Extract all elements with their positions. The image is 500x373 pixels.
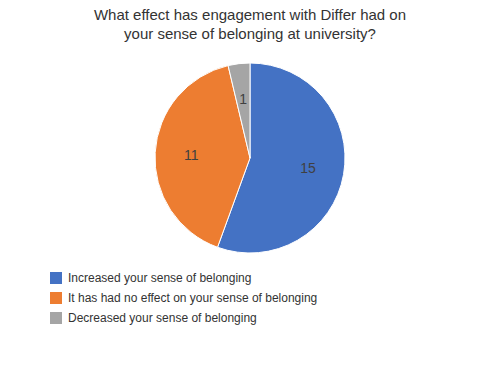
legend-label: It has had no effect on your sense of be… — [68, 291, 317, 305]
title-line: your sense of belonging at university? — [124, 25, 376, 42]
legend-swatch — [50, 272, 62, 284]
legend-swatch — [50, 292, 62, 304]
data-label: 1 — [239, 91, 247, 107]
title-line: What effect has engagement with Differ h… — [94, 6, 406, 23]
data-label: 11 — [184, 147, 199, 163]
legend: Increased your sense of belonging It has … — [50, 271, 317, 325]
legend-item: It has had no effect on your sense of be… — [50, 291, 317, 305]
chart: What effect has engagement with Differ h… — [0, 0, 500, 373]
legend-label: Increased your sense of belonging — [68, 271, 251, 285]
legend-label: Decreased your sense of belonging — [68, 311, 257, 325]
data-label: 15 — [300, 160, 316, 176]
pie — [155, 63, 345, 253]
legend-item: Decreased your sense of belonging — [50, 311, 257, 325]
slice — [228, 63, 250, 158]
title: What effect has engagement with Differ h… — [94, 6, 406, 42]
legend-swatch — [50, 312, 62, 324]
data-labels: 15111 — [184, 91, 316, 176]
legend-item: Increased your sense of belonging — [50, 271, 251, 285]
